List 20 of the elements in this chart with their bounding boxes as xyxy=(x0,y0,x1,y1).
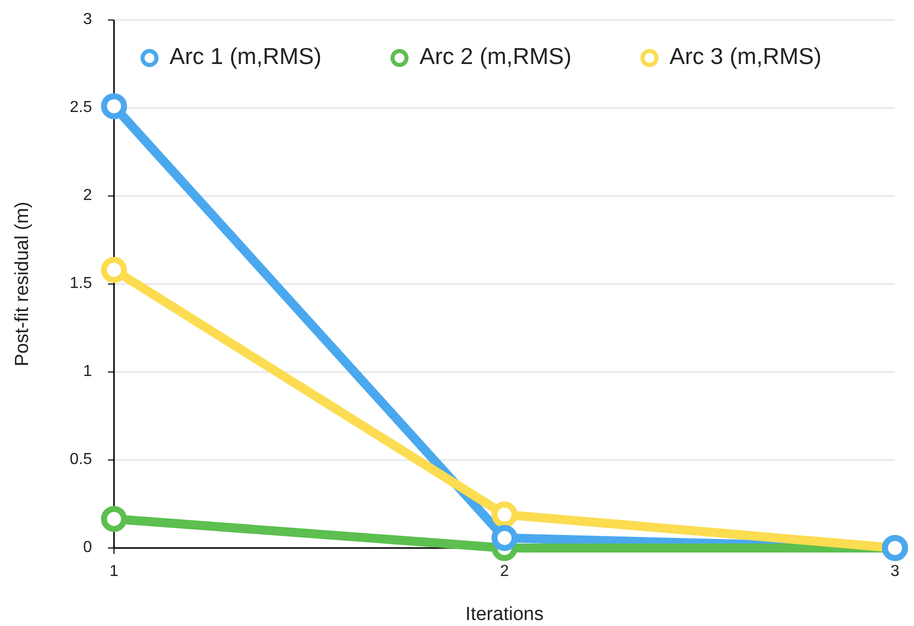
y-tick-label: 0.5 xyxy=(70,451,92,468)
legend-label: Arc 3 (m,RMS) xyxy=(670,43,822,70)
point xyxy=(101,506,127,532)
y-tick-label: 1.5 xyxy=(70,275,92,292)
point xyxy=(101,256,127,283)
legend-label: Arc 2 (m,RMS) xyxy=(420,43,572,70)
x-axis-title: Iterations xyxy=(465,604,544,625)
x-tick-label: 2 xyxy=(500,563,510,580)
x-tick-label: 3 xyxy=(890,563,900,580)
point xyxy=(492,524,518,551)
y-tick-label: 0 xyxy=(83,539,92,556)
y-axis-title: Post-fit residual (m) xyxy=(12,202,33,366)
legend-label: Arc 1 (m,RMS) xyxy=(170,43,322,70)
y-tick-label: 2 xyxy=(83,187,92,204)
y-tick-label: 1 xyxy=(83,363,92,380)
y-tick-label: 2.5 xyxy=(70,99,92,116)
point xyxy=(101,93,127,120)
point xyxy=(492,502,518,528)
x-tick-label: 1 xyxy=(110,563,119,580)
y-tick-label: 3 xyxy=(83,11,92,28)
